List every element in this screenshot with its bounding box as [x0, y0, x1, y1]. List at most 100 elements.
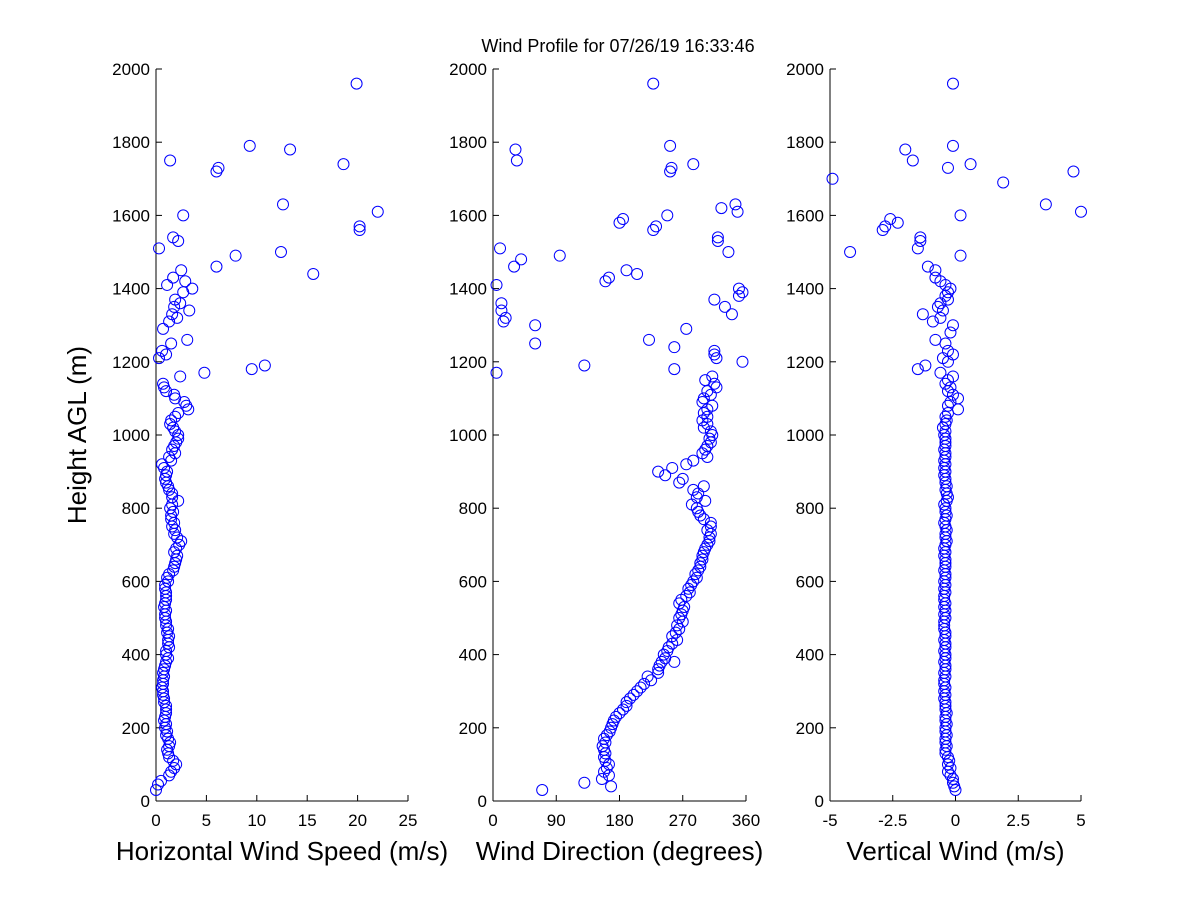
data-point [634, 681, 647, 694]
data-point [166, 308, 179, 321]
data-point [997, 176, 1010, 189]
data-point [685, 498, 698, 511]
data-point [939, 377, 952, 390]
x-tick-label: 5 [202, 811, 211, 830]
data-point [229, 249, 242, 262]
data-point [934, 311, 947, 324]
data-point [659, 469, 672, 482]
data-point [697, 480, 710, 493]
y-tick-label: 1400 [449, 280, 487, 299]
data-point [169, 557, 182, 570]
data-point [158, 381, 171, 394]
data-point [183, 304, 196, 317]
data-point [158, 714, 171, 727]
data-point [159, 472, 172, 485]
y-tick-label: 1600 [449, 206, 487, 225]
y-tick-label: 1800 [112, 133, 150, 152]
data-point [165, 337, 178, 350]
data-point [687, 454, 700, 467]
data-point [175, 535, 188, 548]
data-point [647, 77, 660, 90]
data-point [650, 220, 663, 233]
data-point [165, 414, 178, 427]
data-point [599, 275, 612, 288]
data-point [578, 776, 591, 789]
data-point [158, 663, 171, 676]
data-point [495, 297, 508, 310]
data-point [701, 450, 714, 463]
data-point [179, 275, 192, 288]
data-point [150, 784, 162, 797]
data-point [911, 242, 924, 255]
data-point [153, 242, 166, 255]
data-point [153, 352, 166, 365]
y-tick-label: 1600 [786, 206, 824, 225]
data-point [699, 374, 712, 387]
data-point [157, 377, 170, 390]
data-point [1075, 205, 1087, 218]
x-axis-label: Horizontal Wind Speed (m/s) [116, 836, 448, 866]
data-point [710, 381, 723, 394]
x-tick-label: 5 [1076, 811, 1085, 830]
data-point [732, 282, 745, 295]
data-point [620, 699, 633, 712]
data-point [163, 315, 176, 328]
data-point [673, 476, 686, 489]
data-point [704, 520, 717, 533]
y-tick-label: 800 [459, 499, 487, 518]
data-point [277, 198, 290, 211]
data-point [169, 392, 182, 405]
data-point [946, 139, 959, 152]
data-point [911, 363, 924, 376]
data-point [210, 260, 223, 273]
data-point [515, 253, 528, 266]
data-point [169, 293, 182, 306]
data-point [899, 143, 912, 156]
data-point [665, 161, 678, 174]
data-point [687, 158, 700, 171]
data-point [939, 289, 952, 302]
data-point [708, 348, 721, 361]
wind-direction-panel: 0 200 400 600 800 1000 1200 1400 1600 1800 2000 0 90… [449, 60, 763, 866]
data-point [701, 410, 714, 423]
y-tick-label: 200 [796, 719, 824, 738]
horizontal-wind-speed-panel: 0 200 400 600 800 1000 1200 1400 1600 1800 2000 0 5 1… [112, 60, 448, 866]
data-point [697, 392, 710, 405]
data-point [163, 483, 176, 496]
data-point [731, 205, 744, 218]
y-tick-label: 800 [796, 499, 824, 518]
y-tick-label: 1400 [786, 280, 824, 299]
data-point [939, 410, 952, 423]
data-point [627, 688, 640, 701]
data-point [708, 293, 721, 306]
y-tick-label: 2000 [112, 60, 150, 79]
data-point [676, 472, 689, 485]
data-point [725, 308, 738, 321]
y-tick-label: 400 [459, 646, 487, 665]
data-point [919, 359, 932, 372]
data-point [844, 246, 857, 258]
data-point [602, 769, 615, 782]
y-tick-label: 400 [796, 646, 824, 665]
x-tick-label: 270 [669, 811, 697, 830]
data-point [696, 414, 709, 427]
x-axis-label: Wind Direction (degrees) [476, 836, 764, 866]
data-point [170, 758, 183, 771]
data-point [718, 300, 731, 313]
data-point [666, 461, 679, 474]
data-point [167, 231, 180, 244]
data-point [155, 774, 168, 787]
data-point [680, 458, 693, 471]
data-point [353, 220, 366, 233]
data-point [166, 487, 179, 500]
data-point [944, 396, 957, 409]
data-point [529, 319, 542, 332]
data-point [168, 300, 181, 313]
y-tick-label: 200 [122, 719, 150, 738]
data-point [631, 685, 644, 698]
data-point [598, 732, 611, 745]
data-point [645, 674, 658, 687]
data-point [641, 670, 654, 683]
data-point [167, 505, 180, 518]
data-point [678, 601, 691, 614]
